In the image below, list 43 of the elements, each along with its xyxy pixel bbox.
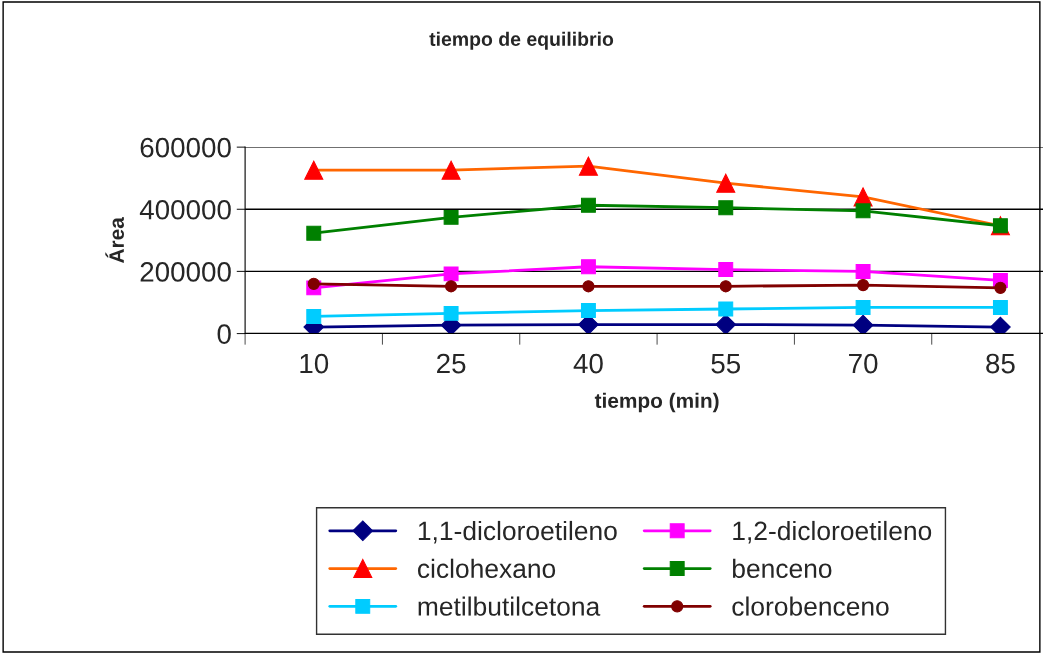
point bbox=[443, 266, 459, 282]
point bbox=[715, 314, 737, 334]
y-tick-label: 600000 bbox=[140, 137, 231, 158]
point bbox=[855, 203, 871, 219]
point bbox=[990, 316, 1011, 334]
y-tick-label: 200000 bbox=[140, 262, 231, 282]
x-tick-label: 25 bbox=[437, 353, 466, 374]
y-tick-label: 400000 bbox=[139, 199, 231, 220]
point bbox=[718, 262, 734, 278]
legend-label: benceno bbox=[733, 558, 832, 579]
legend-label: ciclohexano bbox=[417, 558, 556, 579]
legend-label: 1,1-dicloroetileno bbox=[418, 520, 617, 544]
point bbox=[719, 280, 732, 293]
legend-label: clorobenceno bbox=[732, 596, 889, 616]
point bbox=[580, 259, 596, 275]
point bbox=[994, 281, 1007, 294]
point bbox=[443, 209, 459, 225]
x-tick-label: 55 bbox=[711, 354, 741, 374]
point bbox=[443, 305, 459, 321]
x-tick-label: 85 bbox=[986, 353, 1015, 374]
point bbox=[445, 280, 458, 293]
x-tick-label: 40 bbox=[573, 353, 603, 374]
point bbox=[855, 299, 871, 315]
y-tick-label: 0 bbox=[217, 324, 231, 344]
point bbox=[307, 277, 320, 290]
point bbox=[718, 301, 734, 317]
point bbox=[580, 303, 596, 319]
y-axis-title: Área bbox=[105, 217, 124, 263]
point bbox=[306, 225, 322, 241]
x-tick-label: 10 bbox=[300, 353, 329, 374]
point bbox=[580, 197, 596, 213]
point bbox=[855, 263, 871, 279]
point bbox=[992, 299, 1008, 315]
x-tick-label: 70 bbox=[849, 353, 878, 374]
legend-label: 1,2-dicloroetileno bbox=[733, 520, 932, 544]
point bbox=[852, 314, 874, 334]
chart-title: tiempo de equilibrio bbox=[429, 31, 614, 50]
legend-label: metilbutilcetona bbox=[418, 596, 601, 616]
point bbox=[857, 279, 870, 292]
point bbox=[582, 280, 595, 293]
point bbox=[306, 308, 322, 324]
point bbox=[718, 200, 734, 216]
x-axis-title: tiempo (min) bbox=[594, 392, 719, 413]
